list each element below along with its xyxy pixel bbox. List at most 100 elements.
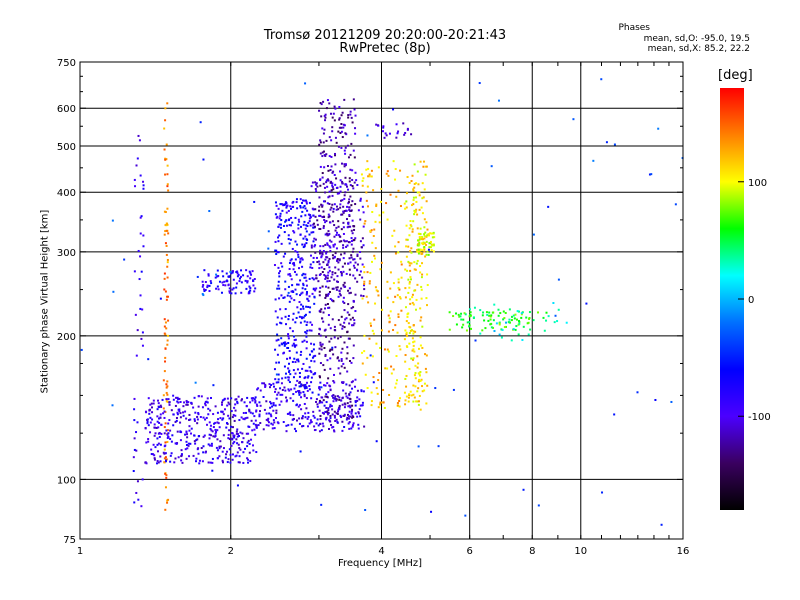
data-point xyxy=(410,357,413,360)
data-point xyxy=(289,397,292,400)
data-point xyxy=(338,118,341,121)
data-point xyxy=(338,406,341,409)
data-point xyxy=(420,236,423,239)
data-point xyxy=(341,199,344,202)
data-point xyxy=(377,124,380,127)
data-point xyxy=(430,249,433,252)
data-point xyxy=(298,315,301,318)
data-point xyxy=(585,302,588,305)
data-point xyxy=(333,235,336,238)
data-point xyxy=(159,416,162,419)
data-point xyxy=(264,384,267,387)
data-point xyxy=(423,226,426,229)
data-point xyxy=(318,399,321,402)
data-point xyxy=(186,433,189,436)
data-point xyxy=(366,160,369,163)
data-point xyxy=(429,232,432,235)
data-point xyxy=(329,181,332,184)
data-point xyxy=(318,409,321,412)
data-point xyxy=(338,240,341,243)
data-point xyxy=(281,203,284,206)
data-point xyxy=(278,287,281,290)
data-point xyxy=(234,414,237,417)
data-point xyxy=(197,447,200,450)
data-point xyxy=(402,122,405,125)
data-point xyxy=(156,462,159,465)
data-point xyxy=(206,397,209,400)
data-point xyxy=(333,381,336,384)
data-point xyxy=(349,195,352,198)
data-point xyxy=(479,309,482,312)
data-point xyxy=(497,99,500,102)
data-point xyxy=(468,321,471,324)
data-point xyxy=(508,308,511,311)
data-point xyxy=(136,480,139,483)
data-point xyxy=(238,455,241,458)
data-point xyxy=(305,230,308,233)
data-point xyxy=(141,331,144,334)
data-point xyxy=(326,274,329,277)
data-point xyxy=(319,249,322,252)
data-point xyxy=(335,398,338,401)
data-point xyxy=(485,311,488,314)
data-point xyxy=(352,344,355,347)
data-point xyxy=(489,315,492,318)
data-point xyxy=(289,224,292,227)
data-point xyxy=(133,178,136,181)
data-point xyxy=(413,209,416,212)
data-point xyxy=(179,430,182,433)
data-point xyxy=(286,412,289,415)
data-point xyxy=(359,199,362,202)
data-point xyxy=(326,280,329,283)
data-point xyxy=(298,385,301,388)
data-point xyxy=(321,271,324,274)
data-point xyxy=(338,192,341,195)
data-point xyxy=(312,288,315,291)
data-point xyxy=(252,397,255,400)
data-point xyxy=(305,305,308,308)
data-point xyxy=(321,343,324,346)
data-point xyxy=(241,441,244,444)
data-point xyxy=(280,203,283,206)
data-point xyxy=(520,313,523,316)
data-point xyxy=(324,119,327,122)
data-point xyxy=(294,372,297,375)
data-point xyxy=(330,423,333,426)
data-point xyxy=(343,406,346,409)
data-point xyxy=(397,313,400,316)
data-point xyxy=(242,274,245,277)
data-point xyxy=(382,211,385,214)
data-point xyxy=(389,271,392,274)
data-point xyxy=(171,434,174,437)
data-point xyxy=(347,188,350,191)
data-point xyxy=(156,450,159,453)
data-point xyxy=(239,275,242,278)
data-point xyxy=(349,415,352,418)
data-point xyxy=(197,412,200,415)
data-point xyxy=(430,510,433,513)
data-point xyxy=(412,330,415,333)
data-point xyxy=(311,391,314,394)
data-point xyxy=(396,132,399,135)
data-point xyxy=(228,429,231,432)
data-point xyxy=(198,462,201,465)
data-point xyxy=(326,382,329,385)
data-point xyxy=(305,290,308,293)
data-point xyxy=(185,399,188,402)
data-point xyxy=(349,398,352,401)
data-point xyxy=(304,235,307,238)
data-point xyxy=(369,271,372,274)
data-point xyxy=(413,340,416,343)
data-point xyxy=(190,401,193,404)
data-point xyxy=(410,225,413,228)
data-point xyxy=(235,438,238,441)
data-point xyxy=(201,280,204,283)
data-point xyxy=(135,449,138,452)
data-point xyxy=(274,390,277,393)
data-point xyxy=(325,252,328,255)
data-point xyxy=(409,329,412,332)
data-point xyxy=(348,214,351,217)
data-point xyxy=(500,336,503,339)
data-point xyxy=(421,390,424,393)
data-point xyxy=(353,319,356,322)
